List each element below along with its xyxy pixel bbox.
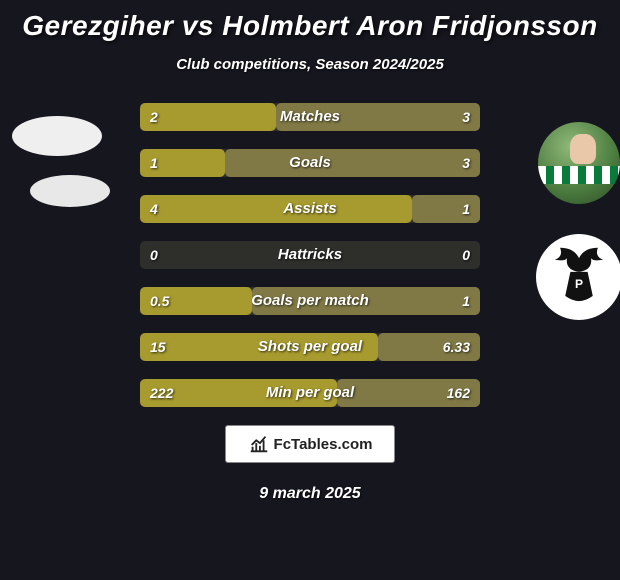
page-title: Gerezgiher vs Holmbert Aron Fridjonsson xyxy=(0,10,620,42)
brand-badge[interactable]: FcTables.com xyxy=(225,425,395,463)
stat-value-left: 0.5 xyxy=(150,287,169,315)
chart-icon xyxy=(248,433,270,455)
brand-text: FcTables.com xyxy=(274,436,373,453)
stat-value-right: 1 xyxy=(462,287,470,315)
stat-value-right: 3 xyxy=(462,149,470,177)
stat-row: 2 Matches 3 xyxy=(140,103,480,131)
stat-label: Shots per goal xyxy=(140,333,480,361)
stat-value-right: 162 xyxy=(447,379,470,407)
stat-value-left: 4 xyxy=(150,195,158,223)
stat-value-left: 2 xyxy=(150,103,158,131)
stats-container: 2 Matches 3 1 Goals 3 4 Assists 1 0 Hatt… xyxy=(140,103,480,407)
stat-value-left: 1 xyxy=(150,149,158,177)
player2-avatar xyxy=(538,122,620,204)
stat-value-right: 3 xyxy=(462,103,470,131)
stat-row: 1 Goals 3 xyxy=(140,149,480,177)
player1-club-logo xyxy=(30,175,110,207)
stat-row: 222 Min per goal 162 xyxy=(140,379,480,407)
comparison-card: Gerezgiher vs Holmbert Aron Fridjonsson … xyxy=(0,0,620,580)
stat-row: 0.5 Goals per match 1 xyxy=(140,287,480,315)
stat-label: Matches xyxy=(140,103,480,131)
stat-value-left: 0 xyxy=(150,241,158,269)
date-text: 9 march 2025 xyxy=(0,485,620,503)
player1-avatar xyxy=(12,116,102,156)
stat-value-left: 222 xyxy=(150,379,173,407)
stat-value-right: 6.33 xyxy=(443,333,470,361)
stat-label: Min per goal xyxy=(140,379,480,407)
stat-label: Assists xyxy=(140,195,480,223)
stat-value-left: 15 xyxy=(150,333,166,361)
stat-label: Goals per match xyxy=(140,287,480,315)
stat-row: 0 Hattricks 0 xyxy=(140,241,480,269)
stat-label: Goals xyxy=(140,149,480,177)
subtitle: Club competitions, Season 2024/2025 xyxy=(0,56,620,73)
stat-row: 4 Assists 1 xyxy=(140,195,480,223)
player2-club-logo: P xyxy=(536,234,620,320)
stat-value-right: 0 xyxy=(462,241,470,269)
stat-value-right: 1 xyxy=(462,195,470,223)
svg-text:P: P xyxy=(575,277,583,291)
stat-row: 15 Shots per goal 6.33 xyxy=(140,333,480,361)
stat-label: Hattricks xyxy=(140,241,480,269)
